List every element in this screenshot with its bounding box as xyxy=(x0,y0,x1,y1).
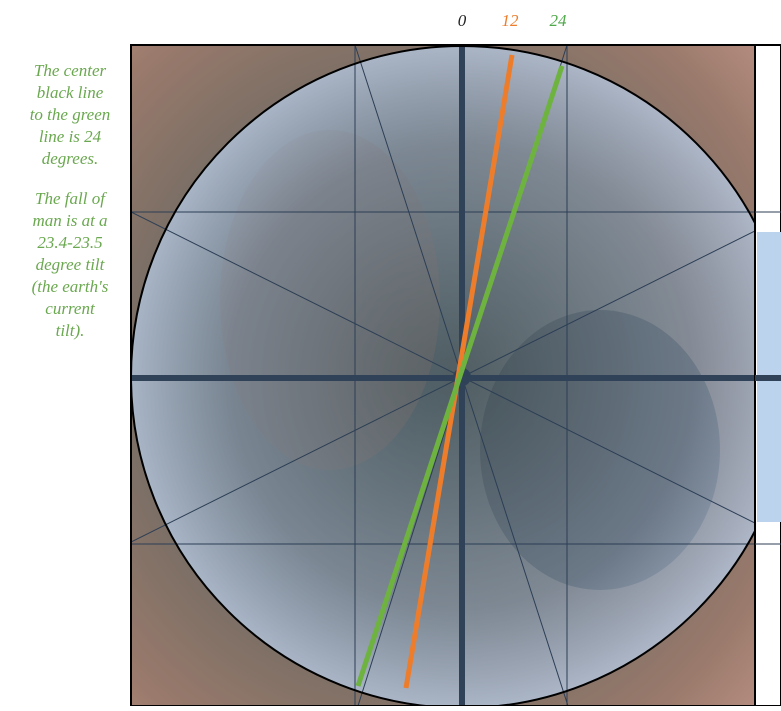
note-line: 23.4-23.5 xyxy=(37,233,102,252)
note-line: man is at a xyxy=(32,211,107,230)
green-line xyxy=(355,65,565,687)
note-line: to the green xyxy=(30,105,111,124)
photo xyxy=(131,45,755,706)
note-line: The fall of xyxy=(35,189,107,208)
note-line: tilt). xyxy=(56,321,85,340)
note-line: degree tilt xyxy=(36,255,106,274)
note-line: degrees. xyxy=(42,149,99,168)
note-line: (the earth's xyxy=(32,277,109,296)
note-line: current xyxy=(45,299,96,318)
notes: The center black line to the green line is … xyxy=(30,61,111,340)
label-zero: 0 xyxy=(458,11,467,30)
note-line: black line xyxy=(37,83,104,102)
note-line: line is 24 xyxy=(39,127,102,146)
label-twelve: 12 xyxy=(502,11,520,30)
note-line: The center xyxy=(34,61,107,80)
label-twentyfour: 24 xyxy=(550,11,568,30)
